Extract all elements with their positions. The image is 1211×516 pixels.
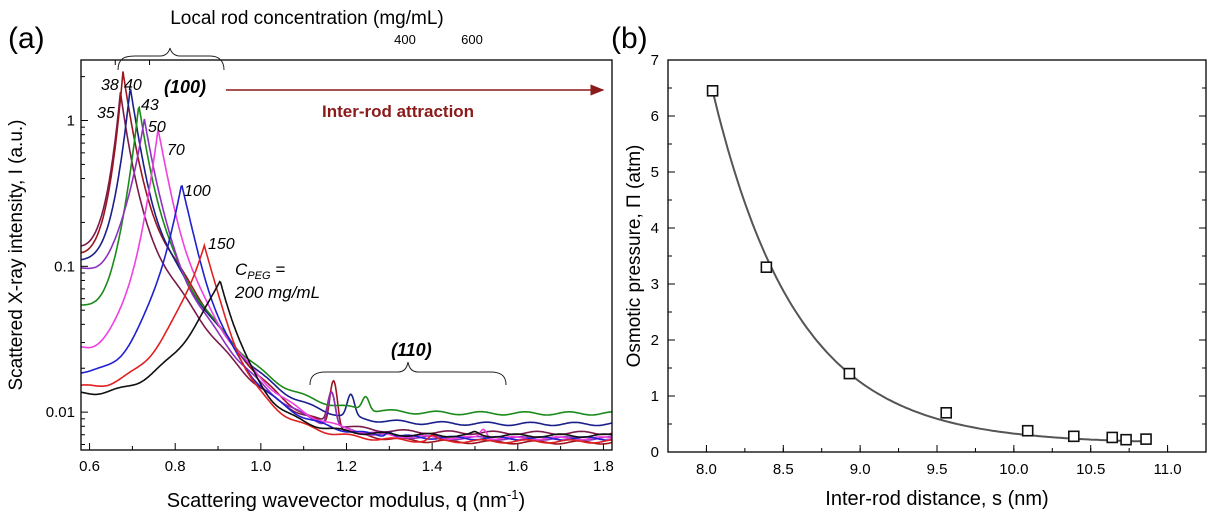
chart-b-xtick-label: 8.0 bbox=[696, 461, 717, 478]
series-label-50: 50 bbox=[148, 119, 166, 136]
chart-a-curves bbox=[81, 71, 612, 445]
chart-a: 0.6 0.8 1.0 1.2 1.4 1.6 1.8 0.01 0.1 1 Scattering… bbox=[6, 8, 614, 512]
series-label-150: 150 bbox=[208, 236, 235, 253]
chart-a-xlabel-main: Scattering wavevector modulus, q (nm bbox=[167, 490, 507, 512]
chart-b-ticks: 8.0 8.5 9.0 9.5 10.0 10.5 11.0 0 1 2 3 4 5 6 7 bbox=[651, 52, 1207, 478]
chart-a-ytick-label: 1 bbox=[67, 113, 75, 130]
series-labels: 38 40 35 43 50 70 100 150 bbox=[97, 77, 235, 253]
chart-a-top-tick-600: 600 bbox=[461, 32, 483, 47]
chart-a-xlabel: Scattering wavevector modulus, q (nm-1) bbox=[167, 487, 525, 512]
chart-b-ytick-label: 4 bbox=[651, 220, 659, 237]
chart-a-xtick-label: 1.2 bbox=[336, 458, 357, 475]
series-line-100 bbox=[81, 185, 612, 441]
chart-a-ytick-label: 0.1 bbox=[54, 258, 75, 275]
series-label-43: 43 bbox=[141, 97, 159, 114]
cpeg-main: C bbox=[235, 260, 248, 279]
series-line-43 bbox=[81, 105, 612, 416]
chart-a-ticks: 0.6 0.8 1.0 1.2 1.4 1.6 1.8 0.01 0.1 1 bbox=[46, 60, 614, 475]
series-label-35: 35 bbox=[97, 105, 115, 122]
brace-110 bbox=[309, 361, 507, 386]
series-line-200 bbox=[81, 280, 612, 439]
chart-b-xtick-label: 9.0 bbox=[850, 461, 871, 478]
data-point-marker bbox=[1106, 431, 1119, 444]
chart-a-xlabel-sup: -1 bbox=[507, 487, 519, 502]
cpeg-label: CPEG = bbox=[235, 260, 285, 282]
chart-b-xtick-label: 8.5 bbox=[773, 461, 794, 478]
chart-b-ytick-label: 3 bbox=[651, 276, 659, 293]
series-label-40: 40 bbox=[124, 77, 142, 94]
chart-a-frame bbox=[80, 59, 613, 451]
peak-label-100: (100) bbox=[164, 77, 206, 97]
attraction-label: Inter-rod attraction bbox=[322, 102, 474, 121]
chart-a-top-xlabel: Local rod concentration (mg/mL) bbox=[170, 8, 444, 29]
chart-b-points bbox=[706, 85, 1152, 446]
chart-b-ytick-label: 6 bbox=[651, 108, 659, 125]
cpeg-concentration: 200 mg/mL bbox=[234, 283, 320, 302]
data-point-marker bbox=[760, 261, 773, 274]
chart-b-ytick-label: 5 bbox=[651, 164, 659, 181]
chart-a-xtick-label: 0.8 bbox=[165, 458, 186, 475]
series-label-100: 100 bbox=[184, 183, 211, 200]
chart-a-xtick-label: 1.4 bbox=[422, 458, 443, 475]
data-point-marker bbox=[1140, 433, 1152, 445]
brace-100 bbox=[117, 47, 225, 71]
series-line-70 bbox=[81, 129, 612, 441]
chart-b-fit bbox=[711, 90, 1147, 443]
chart-a-xtick-label: 1.0 bbox=[250, 458, 271, 475]
data-point-marker bbox=[1021, 424, 1034, 437]
series-label-38: 38 bbox=[101, 77, 119, 94]
panel-a-label: (a) bbox=[8, 22, 45, 55]
chart-b-ytick-label: 7 bbox=[651, 52, 659, 69]
data-point-marker bbox=[940, 406, 953, 419]
cpeg-eq: = bbox=[271, 260, 286, 279]
chart-b-ytick-label: 1 bbox=[651, 388, 659, 405]
chart-b-frame bbox=[667, 59, 1207, 453]
chart-a-ylabel: Scattered X-ray intensity, I (a.u.) bbox=[6, 119, 27, 390]
chart-b-xtick-label: 9.5 bbox=[927, 461, 948, 478]
peak-label-110: (110) bbox=[391, 340, 432, 360]
series-line-50 bbox=[81, 118, 612, 441]
chart-b-xlabel: Inter-rod distance, s (nm) bbox=[825, 488, 1048, 510]
data-point-marker bbox=[706, 85, 719, 97]
chart-b-xtick-label: 11.0 bbox=[1154, 461, 1182, 478]
chart-a-ytick-label: 0.01 bbox=[46, 404, 75, 421]
chart-b-xtick-label: 10.0 bbox=[999, 461, 1028, 478]
series-line-150 bbox=[81, 242, 612, 444]
chart-a-top-tick-400: 400 bbox=[394, 32, 416, 47]
chart-b-xtick-label: 10.5 bbox=[1076, 461, 1105, 478]
data-point-marker bbox=[1120, 433, 1132, 446]
panel-b-label: (b) bbox=[611, 22, 648, 55]
chart-b-ylabel: Osmotic pressure, Π (atm) bbox=[624, 145, 645, 368]
chart-a-xtick-label: 0.6 bbox=[79, 458, 100, 475]
chart-a-xtick-label: 1.8 bbox=[593, 458, 614, 475]
chart-a-xtick-label: 1.6 bbox=[507, 458, 528, 475]
series-line-35 bbox=[81, 92, 612, 436]
chart-b: 8.0 8.5 9.0 9.5 10.0 10.5 11.0 0 1 2 3 4 5 6 7 Inter-r… bbox=[624, 52, 1207, 510]
fit-curve bbox=[711, 90, 1147, 443]
chart-b-ytick-label: 2 bbox=[651, 332, 659, 349]
data-point-marker bbox=[1068, 430, 1080, 443]
series-label-70: 70 bbox=[167, 142, 185, 159]
cpeg-sub: PEG bbox=[247, 270, 271, 282]
chart-a-xlabel-close: ) bbox=[519, 490, 526, 512]
data-point-marker bbox=[843, 367, 856, 380]
chart-b-ytick-label: 0 bbox=[651, 444, 659, 461]
